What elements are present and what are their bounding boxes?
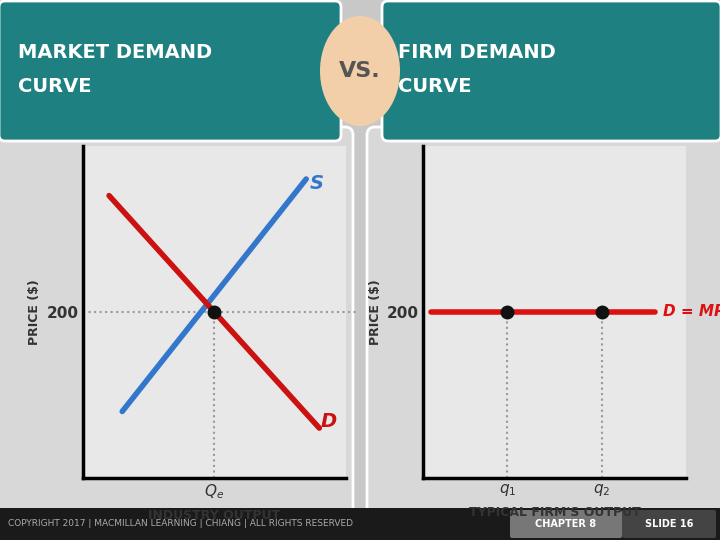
Text: VS.: VS. [339,61,381,81]
Y-axis label: PRICE ($): PRICE ($) [28,279,41,345]
FancyBboxPatch shape [622,510,716,538]
Y-axis label: PRICE ($): PRICE ($) [369,279,382,345]
X-axis label: TYPICAL FIRM'S OUTPUT: TYPICAL FIRM'S OUTPUT [469,507,641,519]
Text: COPYRIGHT 2017 | MACMILLAN LEARNING | CHIANG | ALL RIGHTS RESERVED: COPYRIGHT 2017 | MACMILLAN LEARNING | CH… [8,519,353,529]
Text: MARKET DEMAND: MARKET DEMAND [18,44,212,63]
FancyBboxPatch shape [0,127,353,538]
FancyBboxPatch shape [510,510,622,538]
Text: FIRM DEMAND: FIRM DEMAND [398,44,556,63]
Text: CURVE: CURVE [398,78,472,97]
Text: CHAPTER 8: CHAPTER 8 [536,519,597,529]
FancyBboxPatch shape [367,127,720,538]
Text: SLIDE 16: SLIDE 16 [645,519,693,529]
FancyBboxPatch shape [0,1,341,141]
Text: D: D [320,412,337,431]
X-axis label: INDUSTRY OUTPUT: INDUSTRY OUTPUT [148,509,280,522]
FancyBboxPatch shape [382,1,720,141]
Ellipse shape [320,16,400,126]
Text: S: S [310,174,324,193]
Bar [0,508,720,540]
Text: D = MR: D = MR [662,305,720,319]
Text: CURVE: CURVE [18,78,91,97]
